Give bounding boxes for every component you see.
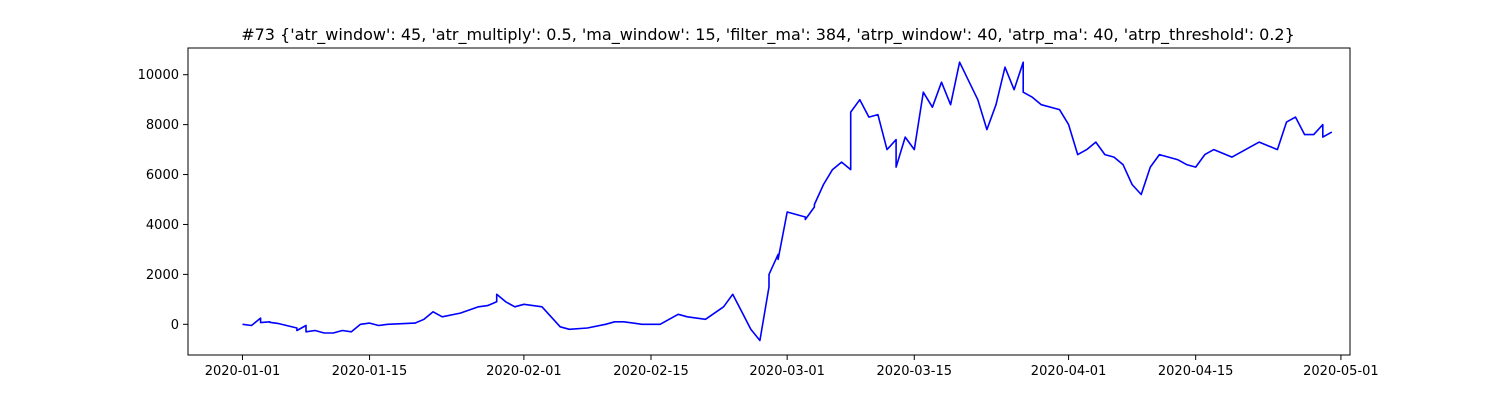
plot-area (242, 61, 1333, 342)
x-tick-label: 2020-01-15 (332, 364, 408, 379)
y-tick-label: 0 (171, 318, 179, 333)
series-line-0 (242, 61, 1333, 342)
x-tick-label: 2020-03-01 (749, 364, 825, 379)
y-tick-label: 6000 (146, 168, 179, 183)
plot-frame (187, 47, 1351, 356)
x-tick-label: 2020-03-15 (876, 364, 952, 379)
x-tick-label: 2020-02-15 (613, 364, 689, 379)
x-tick-label: 2020-05-01 (1303, 364, 1379, 379)
x-tick-label: 2020-02-01 (486, 364, 562, 379)
x-axis: 2020-01-01 2020-01-15 2020-02-01 2020-02-15… (205, 355, 1379, 379)
y-axis: 0 2000 4000 6000 8000 10000 (138, 68, 188, 333)
x-tick-label: 2020-01-01 (205, 364, 281, 379)
y-tick-label: 2000 (146, 268, 179, 283)
y-tick-label: 8000 (146, 118, 179, 133)
x-tick-label: 2020-04-01 (1031, 364, 1107, 379)
y-tick-label: 4000 (146, 218, 179, 233)
x-tick-label: 2020-04-15 (1158, 364, 1234, 379)
chart-title: #73 {'atr_window': 45, 'atr_multiply': 0… (241, 25, 1295, 45)
y-tick-label: 10000 (138, 68, 179, 83)
